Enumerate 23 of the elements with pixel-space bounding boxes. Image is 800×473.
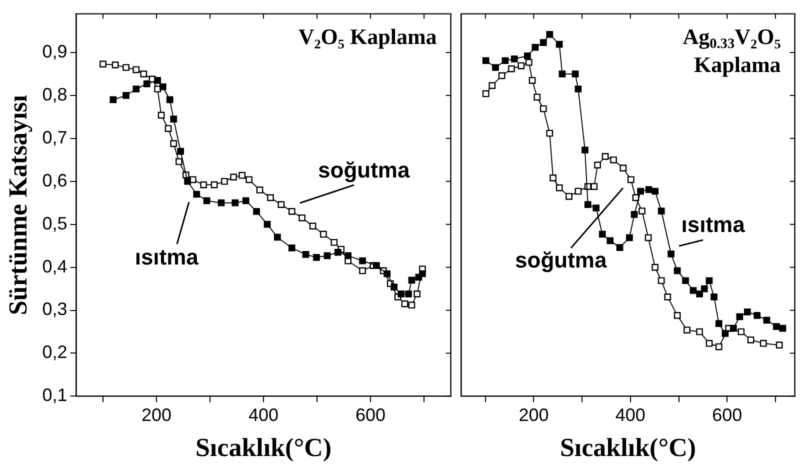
y-tick-label: 0,9 [42,41,68,62]
series-label: soğutma [515,248,608,273]
series-label: ısıtma [134,244,200,270]
y-tick-label: 0,5 [42,213,68,234]
x-tick-label: 200 [518,404,549,425]
x-axis-title: Sıcaklık(°C) [560,433,696,462]
y-tick-label: 0,3 [42,299,68,320]
legend-label: ısıtma [681,212,746,238]
x-tick-label: 600 [712,404,742,425]
x-tick-label: 600 [356,404,386,425]
x-tick-label: 200 [141,404,172,425]
y-tick-label: 0,1 [42,385,68,406]
y-axis-title: Sürtünme Katsayısı [3,94,32,316]
x-axis-title: Sıcaklık(°C) [195,433,332,462]
y-tick-label: 0,8 [42,84,68,104]
y-tick-label: 0,2 [42,342,68,362]
y-tick-label: 0,4 [42,256,68,276]
x-tick-label: 400 [248,404,279,425]
y-tick-label: 0,6 [42,170,68,190]
legend-label: soğutma [318,158,410,183]
x-tick-label: 400 [615,404,646,425]
y-tick-label: 0,7 [42,127,68,148]
annotation: V₂O₅ Kaplama [298,24,437,49]
